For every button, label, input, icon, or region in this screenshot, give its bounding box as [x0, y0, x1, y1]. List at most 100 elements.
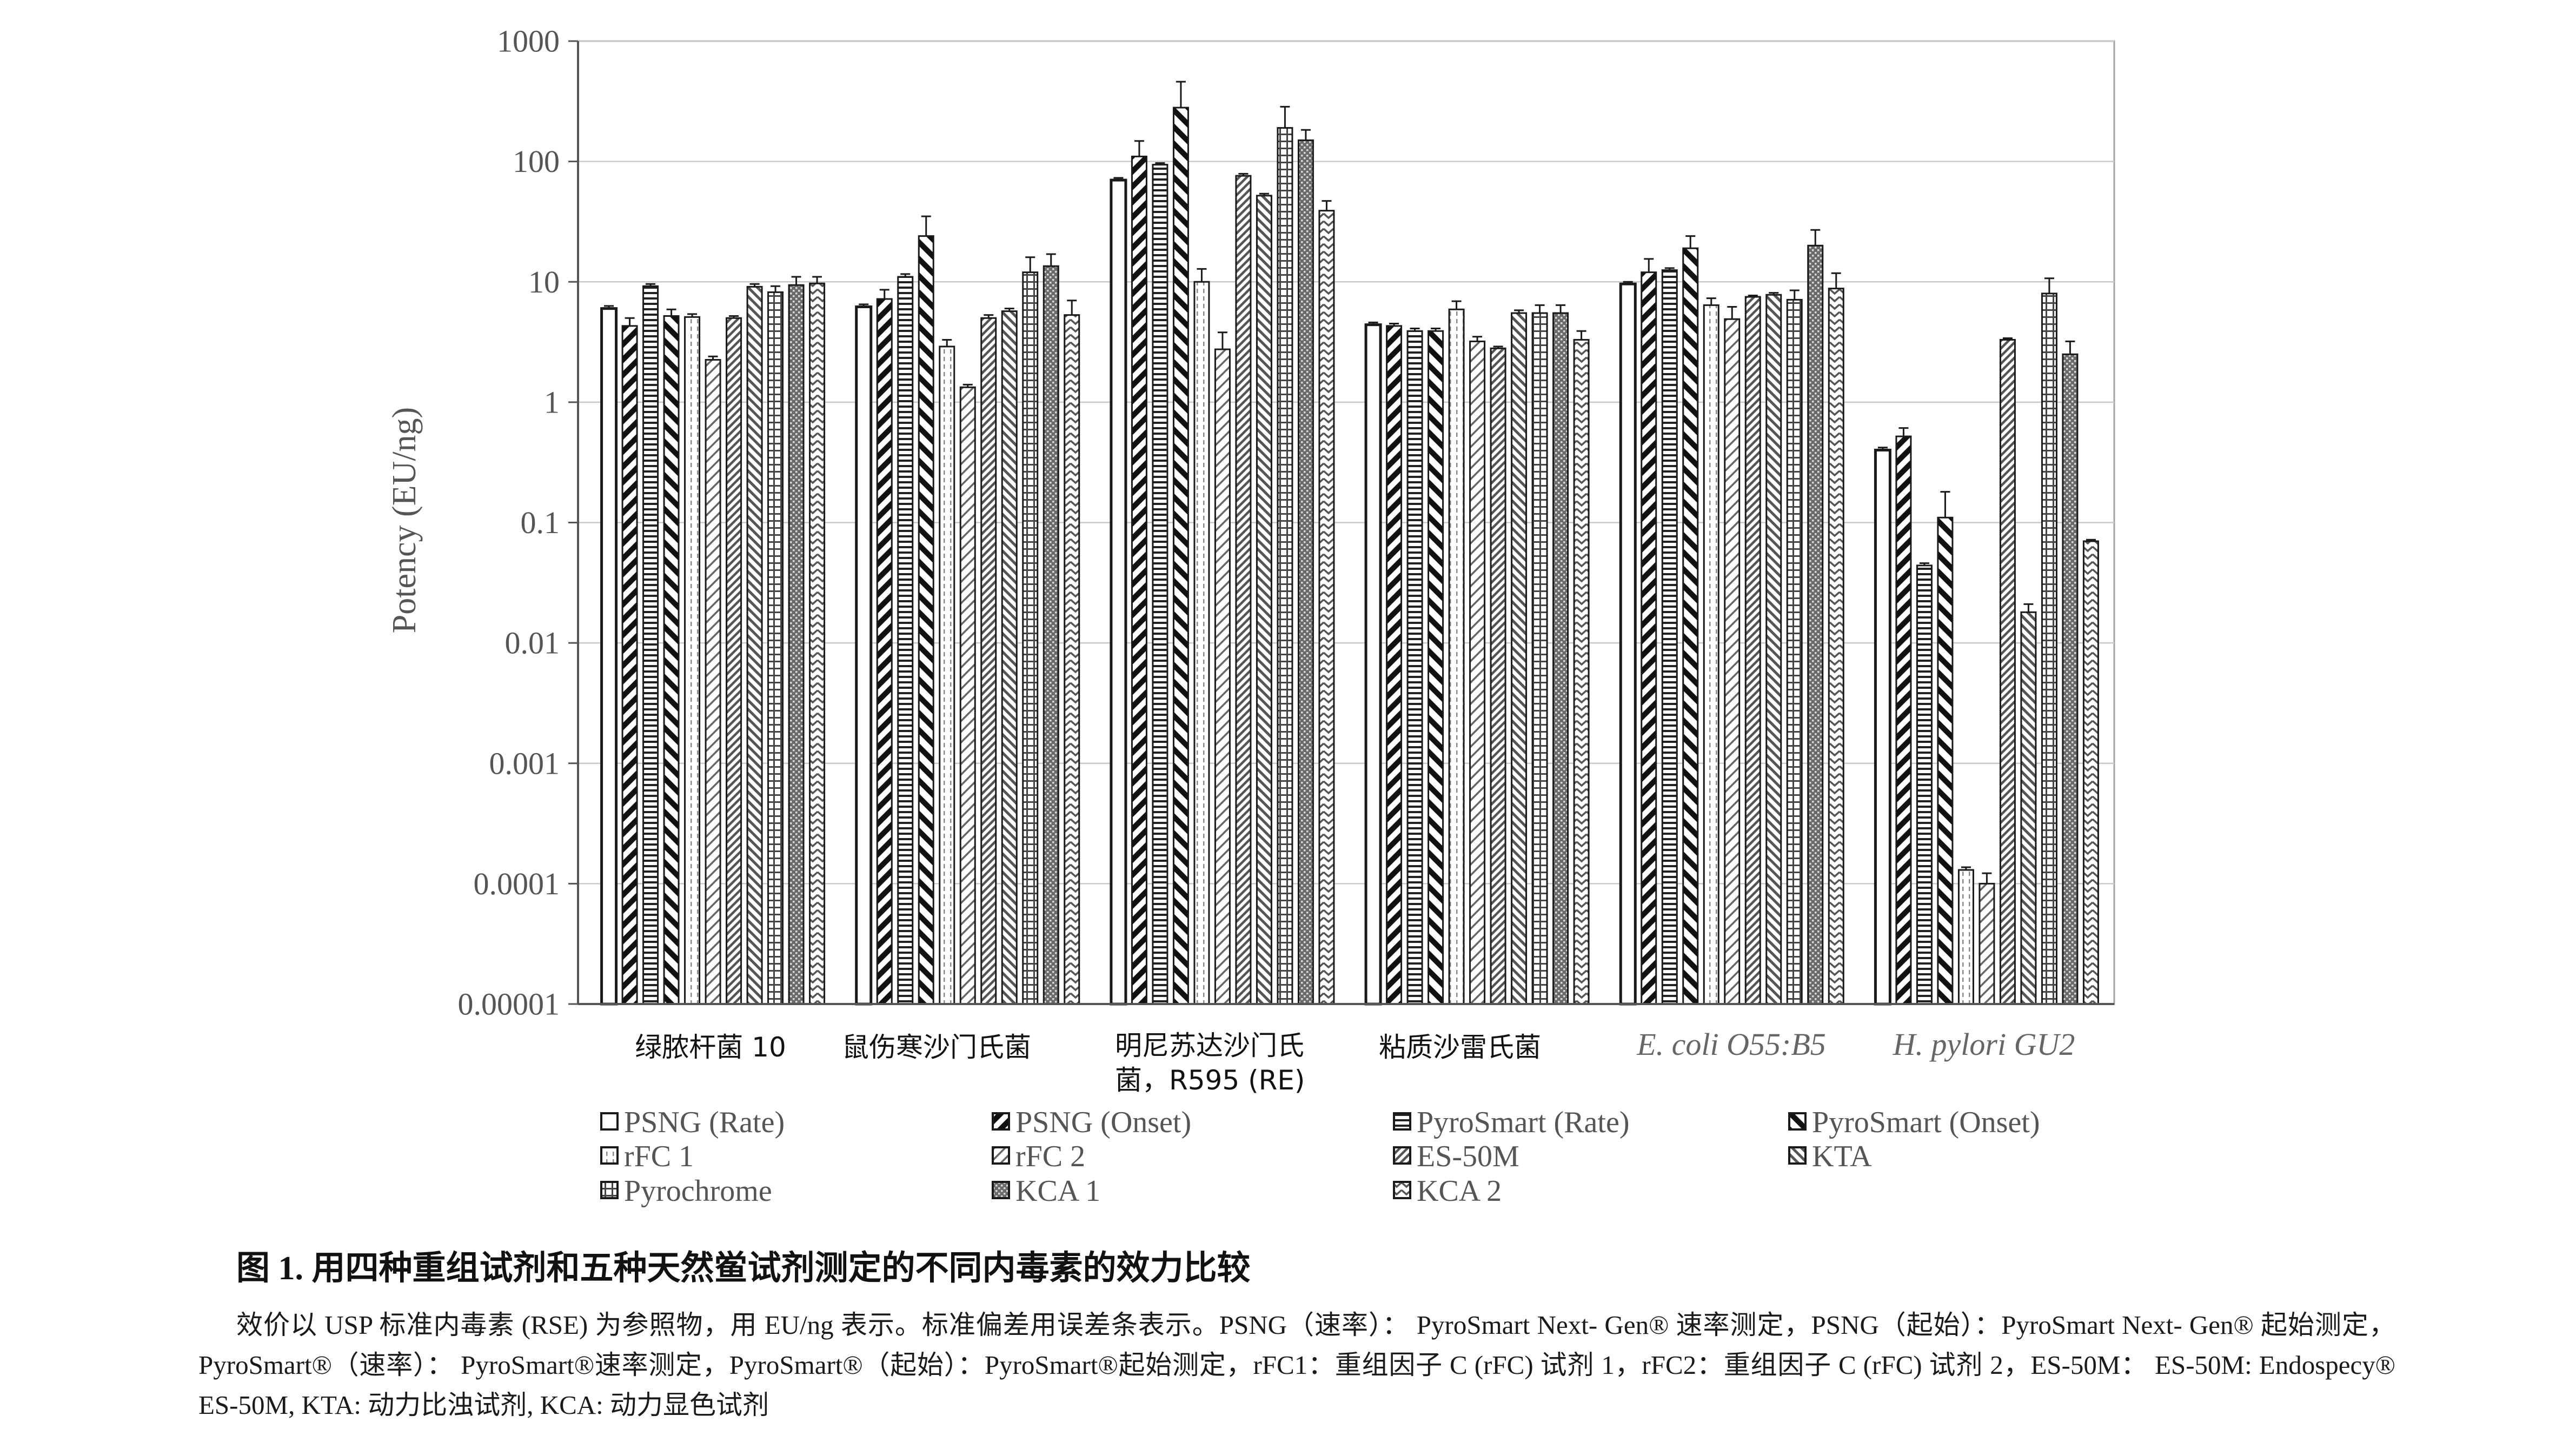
- legend-label-kta: KTA: [1812, 1140, 1872, 1173]
- legend-swatch-kca-1: [992, 1181, 1010, 1199]
- error-bar-pyrosmart-rate-6: [1919, 562, 1929, 566]
- error-bar-kta-5: [1769, 292, 1779, 295]
- error-bars: [604, 81, 2096, 884]
- legend-item-psng-rate: PSNG (Rate): [600, 1106, 785, 1139]
- bar-kca-2-5: [1828, 288, 1844, 1005]
- error-bar-pyrosmart-onset-6: [1940, 491, 1950, 518]
- bar-pyrochrome-1: [767, 291, 784, 1005]
- error-bar-pyrosmart-rate-2: [900, 273, 911, 277]
- bar-rfc-2-6: [1979, 882, 1995, 1005]
- legend-item-kca-2: KCA 2: [1393, 1174, 1502, 1208]
- error-bar-kca-2-4: [1576, 330, 1586, 340]
- bar-rfc-2-4: [1469, 340, 1486, 1005]
- bar-psng-rate-1: [600, 307, 618, 1006]
- legend-swatch-psng-rate: [600, 1112, 619, 1131]
- figure-caption: 效价以 USP 标准内毒素 (RSE) 为参照物，用 EU/ng 表示。标准偏差…: [198, 1310, 2395, 1420]
- bar-kca-2-3: [1318, 210, 1335, 1005]
- bar-psng-onset-5: [1641, 271, 1657, 1005]
- legend-label-kca-2: KCA 2: [1417, 1174, 1502, 1208]
- error-bar-rfc-1-6: [1961, 866, 1971, 870]
- bar-pyrosmart-onset-1: [663, 315, 680, 1005]
- bar-kca-1-3: [1297, 139, 1314, 1005]
- legend-item-pyrochrome: Pyrochrome: [600, 1174, 772, 1208]
- bar-pyrochrome-5: [1786, 298, 1803, 1005]
- bar-kca-2-4: [1573, 338, 1590, 1005]
- error-bar-rfc-1-2: [942, 338, 952, 347]
- category-label-3: 明尼苏达沙门氏 菌，R595 (RE): [1115, 1030, 1305, 1096]
- bar-rfc-1-6: [1957, 869, 1974, 1005]
- bar-chart: 1000 100 10 1 0.1 0.01 0.001 0.0001 0.00001 Pote…: [386, 24, 2115, 1208]
- error-bar-kca-1-5: [1810, 229, 1821, 246]
- y-axis: 1000 100 10 1 0.1 0.01 0.001 0.0001 0.00001: [458, 24, 2114, 1022]
- error-bar-rfc-2-4: [1472, 336, 1483, 342]
- error-bar-pyrosmart-onset-1: [666, 308, 676, 316]
- legend-label-pyrosmart-rate: PyroSmart (Rate): [1417, 1106, 1629, 1139]
- error-bar-rfc-2-2: [962, 383, 973, 388]
- bar-kta-6: [2020, 611, 2037, 1005]
- y-tick-label: 0.00001: [458, 987, 560, 1022]
- error-bar-pyrosmart-rate-3: [1155, 162, 1165, 165]
- bar-kca-2-1: [809, 282, 826, 1005]
- error-bar-rfc-2-3: [1217, 331, 1227, 350]
- legend-label-psng-onset: PSNG (Onset): [1015, 1106, 1191, 1139]
- bar-pyrochrome-6: [2041, 293, 2057, 1005]
- bar-rfc-1-1: [684, 316, 701, 1005]
- bar-psng-rate-5: [1619, 282, 1637, 1006]
- error-bar-es-50m-1: [729, 315, 739, 318]
- legend-label-pyrosmart-onset: PyroSmart (Onset): [1812, 1106, 2040, 1139]
- bar-psng-onset-4: [1386, 325, 1403, 1005]
- bar-psng-rate-2: [855, 305, 873, 1006]
- bars: [600, 107, 2099, 1006]
- bar-es-50m-2: [980, 317, 997, 1005]
- legend-swatch-kta: [1788, 1146, 1807, 1165]
- bar-pyrosmart-rate-5: [1661, 269, 1678, 1005]
- error-bar-kca-1-6: [2065, 340, 2075, 355]
- error-bar-rfc-1-5: [1706, 297, 1716, 305]
- legend-label-es-50m: ES-50M: [1417, 1140, 1519, 1173]
- bar-psng-rate-3: [1110, 178, 1127, 1006]
- legend-item-pyrosmart-onset: PyroSmart (Onset): [1788, 1106, 2040, 1139]
- error-bar-kca-2-1: [812, 276, 822, 284]
- error-bar-rfc-1-3: [1197, 268, 1207, 282]
- bar-psng-rate-4: [1364, 323, 1382, 1006]
- bar-kta-5: [1765, 294, 1782, 1005]
- error-bar-rfc-2-5: [1727, 305, 1737, 320]
- error-bar-pyrosmart-rate-5: [1664, 267, 1675, 270]
- error-bar-kta-3: [1259, 192, 1269, 196]
- bar-psng-onset-2: [876, 298, 893, 1005]
- error-bar-kta-6: [2023, 603, 2034, 613]
- bar-pyrosmart-onset-2: [918, 235, 934, 1005]
- y-tick-label: 0.0001: [474, 866, 560, 901]
- legend-label-pyrochrome: Pyrochrome: [624, 1174, 772, 1208]
- error-bar-rfc-2-6: [1982, 872, 1992, 884]
- y-tick-label: 100: [513, 144, 560, 179]
- error-bar-psng-onset-4: [1389, 322, 1399, 326]
- category-label-5: E. coli O55:B5: [1637, 1027, 1826, 1062]
- legend-item-es-50m: ES-50M: [1393, 1140, 1519, 1173]
- bar-pyrosmart-rate-2: [897, 276, 914, 1005]
- error-bar-psng-onset-2: [879, 289, 889, 300]
- bar-psng-onset-1: [621, 325, 638, 1005]
- error-bar-kta-2: [1004, 308, 1014, 311]
- legend-label-kca-1: KCA 1: [1015, 1174, 1100, 1208]
- error-bar-psng-onset-5: [1644, 258, 1654, 272]
- error-bar-pyrochrome-4: [1535, 304, 1545, 314]
- y-axis-label: Potency (EU/ng): [386, 407, 423, 633]
- legend-item-kca-1: KCA 1: [992, 1174, 1100, 1208]
- error-bar-kca-2-2: [1067, 300, 1077, 315]
- bar-rfc-2-5: [1724, 318, 1741, 1005]
- bar-kca-2-2: [1064, 314, 1080, 1005]
- error-bar-rfc-2-1: [708, 355, 718, 360]
- legend-label-rfc-1: rFC 1: [624, 1140, 694, 1173]
- category-label-1: 绿脓杆菌 10: [635, 1032, 786, 1063]
- legend: PSNG (Rate) PSNG (Onset) PyroSmart (Rate) P…: [600, 1106, 2040, 1208]
- legend-swatch-kca-2: [1393, 1181, 1411, 1199]
- bar-pyrosmart-rate-4: [1406, 330, 1423, 1005]
- error-bar-es-50m-5: [1748, 295, 1758, 297]
- y-tick-label: 10: [528, 264, 560, 300]
- bar-pyrosmart-rate-3: [1152, 164, 1169, 1005]
- bar-pyrosmart-rate-1: [642, 285, 659, 1005]
- y-tick-label: 0.001: [489, 746, 560, 781]
- legend-label-rfc-2: rFC 2: [1015, 1140, 1085, 1173]
- error-bar-pyrosmart-onset-3: [1176, 81, 1186, 108]
